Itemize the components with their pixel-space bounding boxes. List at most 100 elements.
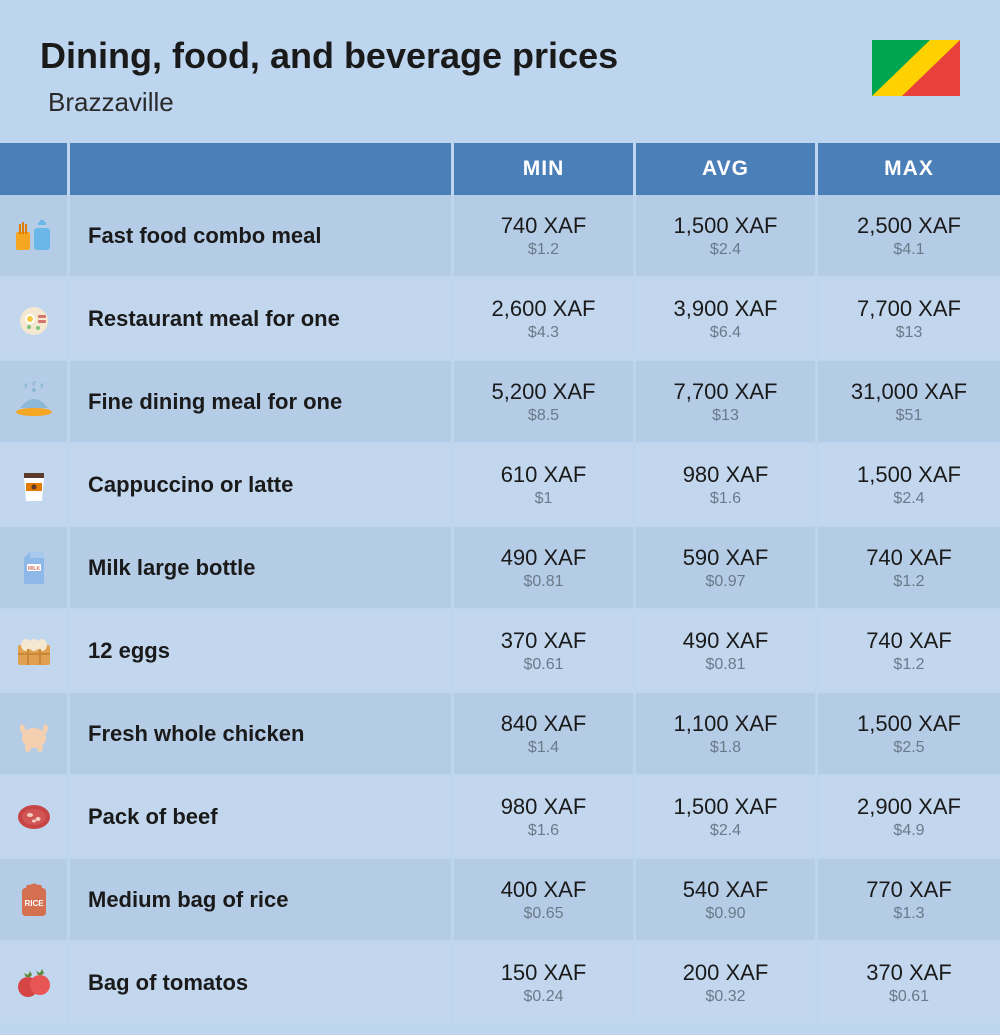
column-header-max: MAX [818, 143, 1000, 195]
table-row: Cappuccino or latte 610 XAF $1 980 XAF $… [0, 444, 1000, 527]
price-usd: $0.24 [523, 988, 563, 1006]
price-max: 1,500 XAF $2.5 [818, 693, 1000, 774]
price-xaf: 740 XAF [501, 213, 587, 239]
price-usd: $0.61 [889, 988, 929, 1006]
row-label: Medium bag of rice [70, 859, 454, 940]
price-usd: $0.97 [705, 573, 745, 591]
price-usd: $2.4 [710, 241, 741, 259]
eggs-icon [0, 610, 70, 691]
price-xaf: 5,200 XAF [492, 379, 596, 405]
price-avg: 1,100 XAF $1.8 [636, 693, 818, 774]
price-xaf: 7,700 XAF [674, 379, 778, 405]
price-max: 770 XAF $1.3 [818, 859, 1000, 940]
price-xaf: 1,100 XAF [674, 711, 778, 737]
table-row: Fine dining meal for one 5,200 XAF $8.5 … [0, 361, 1000, 444]
column-header-avg: AVG [636, 143, 818, 195]
price-xaf: 370 XAF [501, 628, 587, 654]
price-min: 740 XAF $1.2 [454, 195, 636, 276]
svg-text:MILK: MILK [27, 566, 40, 572]
row-label: Pack of beef [70, 776, 454, 857]
price-max: 740 XAF $1.2 [818, 527, 1000, 608]
price-usd: $0.81 [705, 656, 745, 674]
price-xaf: 2,900 XAF [857, 794, 961, 820]
price-usd: $0.32 [705, 988, 745, 1006]
page-subtitle: Brazzaville [48, 87, 872, 118]
price-max: 2,500 XAF $4.1 [818, 195, 1000, 276]
price-min: 2,600 XAF $4.3 [454, 278, 636, 359]
price-avg: 1,500 XAF $2.4 [636, 776, 818, 857]
price-xaf: 490 XAF [683, 628, 769, 654]
price-usd: $6.4 [710, 324, 741, 342]
price-xaf: 840 XAF [501, 711, 587, 737]
price-usd: $1.4 [528, 739, 559, 757]
table-header-row: MIN AVG MAX [0, 143, 1000, 195]
table-row: Fresh whole chicken 840 XAF $1.4 1,100 X… [0, 693, 1000, 776]
price-xaf: 31,000 XAF [851, 379, 967, 405]
price-usd: $13 [712, 407, 739, 425]
price-table: MIN AVG MAX Fast food combo meal 740 XAF… [0, 143, 1000, 1025]
price-usd: $13 [896, 324, 923, 342]
price-usd: $1.8 [710, 739, 741, 757]
chicken-icon [0, 693, 70, 774]
table-row: Bag of tomatos 150 XAF $0.24 200 XAF $0.… [0, 942, 1000, 1025]
price-avg: 200 XAF $0.32 [636, 942, 818, 1023]
price-usd: $1.2 [893, 573, 924, 591]
row-label: Fast food combo meal [70, 195, 454, 276]
price-max: 740 XAF $1.2 [818, 610, 1000, 691]
fine-dining-icon [0, 361, 70, 442]
price-avg: 1,500 XAF $2.4 [636, 195, 818, 276]
price-usd: $1 [535, 490, 553, 508]
price-avg: 3,900 XAF $6.4 [636, 278, 818, 359]
price-usd: $0.65 [523, 905, 563, 923]
price-xaf: 370 XAF [866, 960, 952, 986]
price-xaf: 1,500 XAF [857, 462, 961, 488]
price-max: 370 XAF $0.61 [818, 942, 1000, 1023]
price-max: 7,700 XAF $13 [818, 278, 1000, 359]
price-max: 31,000 XAF $51 [818, 361, 1000, 442]
price-xaf: 770 XAF [866, 877, 952, 903]
price-usd: $51 [896, 407, 923, 425]
price-usd: $8.5 [528, 407, 559, 425]
price-usd: $4.3 [528, 324, 559, 342]
milk-icon: MILK [0, 527, 70, 608]
price-avg: 7,700 XAF $13 [636, 361, 818, 442]
tomato-icon [0, 942, 70, 1023]
table-row: RICE Medium bag of rice 400 XAF $0.65 54… [0, 859, 1000, 942]
table-row: Fast food combo meal 740 XAF $1.2 1,500 … [0, 195, 1000, 278]
price-usd: $0.90 [705, 905, 745, 923]
table-row: 12 eggs 370 XAF $0.61 490 XAF $0.81 740 … [0, 610, 1000, 693]
price-xaf: 1,500 XAF [674, 213, 778, 239]
restaurant-icon [0, 278, 70, 359]
price-xaf: 490 XAF [501, 545, 587, 571]
price-usd: $1.2 [528, 241, 559, 259]
row-label: Fine dining meal for one [70, 361, 454, 442]
price-min: 490 XAF $0.81 [454, 527, 636, 608]
price-avg: 490 XAF $0.81 [636, 610, 818, 691]
price-avg: 590 XAF $0.97 [636, 527, 818, 608]
price-usd: $0.61 [523, 656, 563, 674]
country-flag-icon [872, 40, 960, 96]
price-xaf: 740 XAF [866, 628, 952, 654]
price-min: 5,200 XAF $8.5 [454, 361, 636, 442]
price-min: 980 XAF $1.6 [454, 776, 636, 857]
page-header: Dining, food, and beverage prices Brazza… [0, 0, 1000, 143]
table-row: MILK Milk large bottle 490 XAF $0.81 590… [0, 527, 1000, 610]
price-xaf: 980 XAF [501, 794, 587, 820]
coffee-icon [0, 444, 70, 525]
price-avg: 540 XAF $0.90 [636, 859, 818, 940]
row-label: Restaurant meal for one [70, 278, 454, 359]
price-xaf: 2,600 XAF [492, 296, 596, 322]
column-header-min: MIN [454, 143, 636, 195]
price-min: 400 XAF $0.65 [454, 859, 636, 940]
table-row: Restaurant meal for one 2,600 XAF $4.3 3… [0, 278, 1000, 361]
row-label: 12 eggs [70, 610, 454, 691]
price-xaf: 1,500 XAF [674, 794, 778, 820]
price-avg: 980 XAF $1.6 [636, 444, 818, 525]
beef-icon [0, 776, 70, 857]
price-xaf: 3,900 XAF [674, 296, 778, 322]
price-xaf: 740 XAF [866, 545, 952, 571]
price-usd: $2.4 [710, 822, 741, 840]
price-max: 1,500 XAF $2.4 [818, 444, 1000, 525]
price-xaf: 1,500 XAF [857, 711, 961, 737]
price-usd: $0.81 [523, 573, 563, 591]
